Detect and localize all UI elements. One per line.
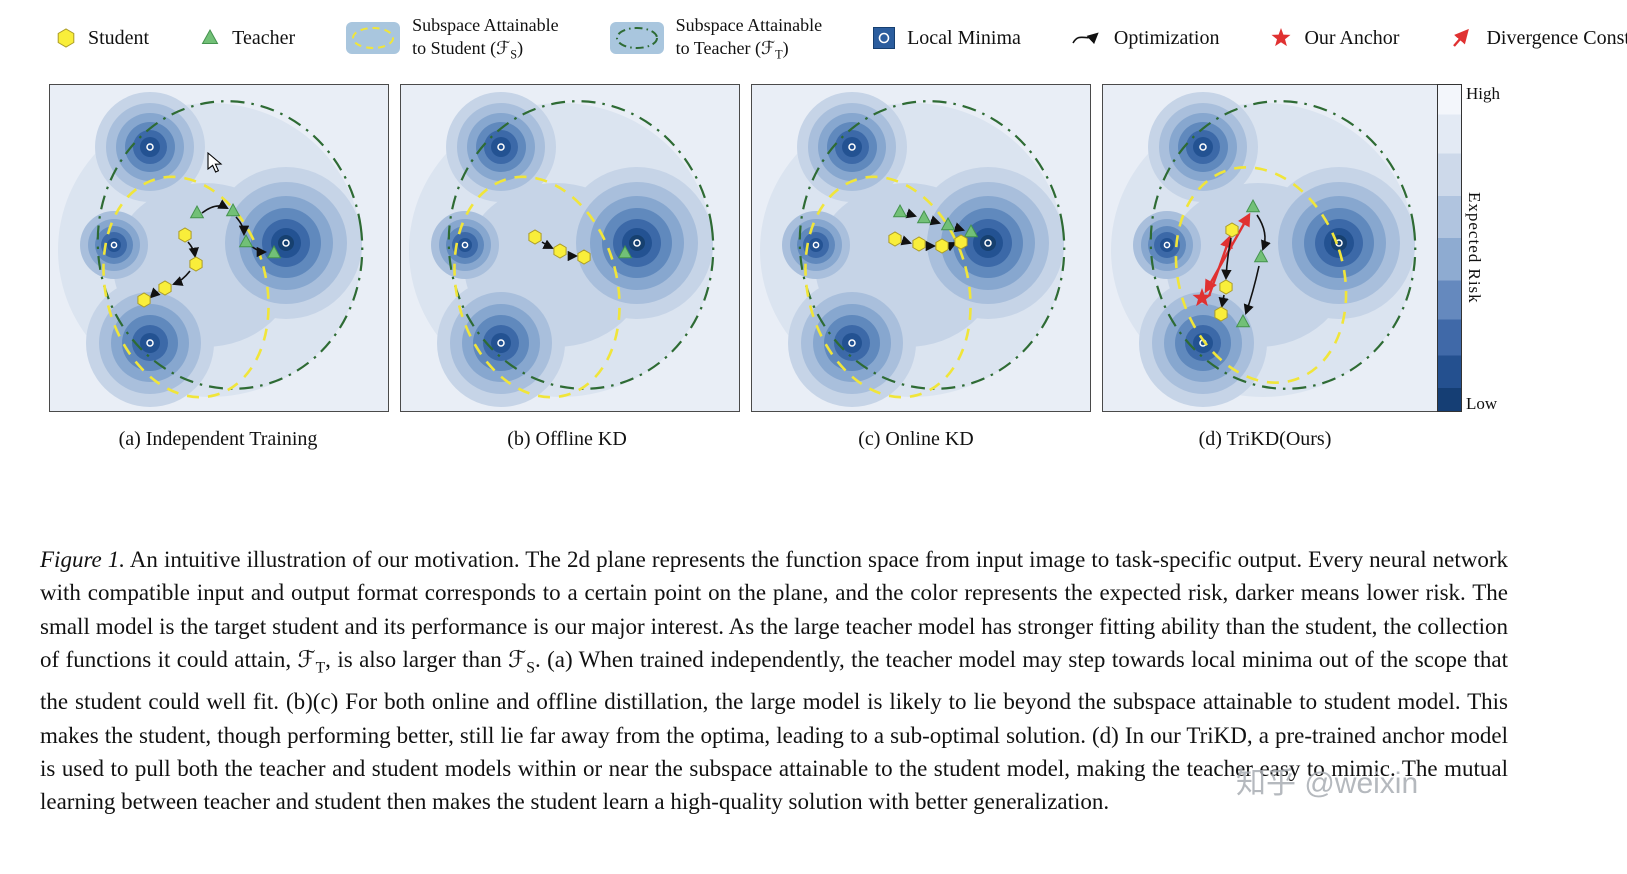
divergence-constraint-icon — [1453, 29, 1470, 47]
mouse-cursor — [207, 151, 223, 173]
legend-label-divergence: Divergence Constraint — [1486, 26, 1627, 49]
legend-label-student: Student — [88, 26, 150, 49]
teacher-subspace-icon — [609, 22, 664, 55]
legend-label-local-minima: Local Minima — [907, 26, 1021, 49]
legend-item-student: Student — [55, 27, 149, 50]
student-path — [528, 229, 591, 265]
risk-contours — [50, 85, 388, 411]
risk-colorbar — [1437, 84, 1462, 412]
teacher-path — [1235, 198, 1271, 328]
figure-caption: Figure 1. An intuitive illustration of o… — [40, 547, 1508, 815]
panel-captions: (a) Independent Training (b) Offline KD … — [49, 428, 1434, 451]
colorbar-axis-label: Expected Risk — [1465, 192, 1484, 304]
legend-label-subspace-student: Subspace Attainable to Student (ℱS) — [412, 15, 559, 62]
teacher-subspace-ellipse — [447, 100, 715, 390]
student-path — [137, 227, 203, 308]
teacher-subspace-ellipse — [798, 100, 1066, 390]
legend-item-divergence: Divergence Constraint — [1449, 25, 1627, 51]
colorbar-high-label: High — [1466, 84, 1500, 103]
local-minima-icon — [873, 27, 896, 50]
divergence-constraints — [1204, 212, 1251, 297]
figure-panels — [49, 84, 1442, 412]
teacher-path — [189, 199, 282, 259]
anchor-star — [1192, 288, 1212, 307]
legend-item-teacher: Teacher — [199, 27, 295, 50]
panel-b-caption: (b) Offline KD — [507, 428, 627, 450]
local-minima-markers — [812, 143, 992, 347]
student-subspace-icon — [346, 22, 401, 55]
student-path — [1214, 222, 1239, 322]
legend-item-subspace-student: Subspace Attainable to Student (ℱS) — [345, 14, 559, 62]
teacher-subspace-ellipse — [96, 100, 364, 390]
optimization-arrow-icon — [1072, 32, 1099, 45]
teacher-path — [892, 203, 979, 238]
legend-item-local-minima: Local Minima — [872, 26, 1021, 50]
teacher-icon — [201, 29, 219, 45]
teacher-subspace-ellipse — [1149, 100, 1417, 390]
watermark: 知乎 @weixin — [1236, 767, 1419, 800]
panel-a-caption: (a) Independent Training — [118, 428, 318, 450]
local-minima-markers — [461, 143, 641, 347]
risk-contours — [401, 85, 739, 411]
colorbar-low-label: Low — [1466, 394, 1498, 413]
legend-label-teacher: Teacher — [232, 26, 296, 49]
student-icon — [57, 28, 75, 48]
panel-b-offline-kd — [400, 84, 740, 412]
legend-item-optimization: Optimization — [1071, 26, 1220, 50]
legend-item-anchor: Our Anchor — [1269, 26, 1399, 50]
legend: Student Teacher Subspace Attainable to S… — [55, 14, 1627, 62]
panel-d-caption: (d) TriKD(Ours) — [1198, 428, 1332, 450]
anchor-star-icon — [1271, 28, 1291, 47]
panel-d-trikd-ours — [1102, 84, 1442, 412]
legend-label-optimization: Optimization — [1113, 26, 1220, 49]
local-minima-markers — [110, 143, 290, 347]
risk-contours — [1103, 85, 1441, 411]
panel-a-independent-training — [49, 84, 389, 412]
student-subspace-ellipse — [1174, 166, 1348, 384]
legend-item-subspace-teacher: Subspace Attainable to Teacher (ℱT) — [609, 14, 822, 62]
legend-label-subspace-teacher: Subspace Attainable to Teacher (ℱT) — [675, 15, 823, 62]
teacher-marker — [617, 244, 633, 259]
figure-number: Figure 1. — [40, 547, 126, 572]
student-path — [888, 231, 968, 254]
legend-label-anchor: Our Anchor — [1304, 26, 1400, 49]
panel-c-online-kd — [751, 84, 1091, 412]
panel-c-caption: (c) Online KD — [858, 428, 974, 450]
